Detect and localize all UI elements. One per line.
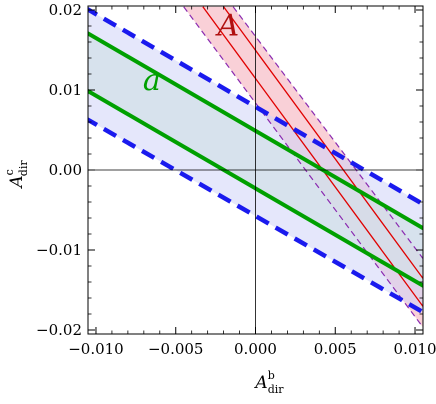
band-A-dashed-line-0 — [183, 6, 423, 329]
x-tick-label: 0.000 — [234, 340, 277, 358]
band-label-a: a — [143, 63, 161, 98]
band-A-dashed-line-1 — [232, 6, 423, 260]
x-tick-label: 0.005 — [314, 340, 357, 358]
y-tick-label: −0.01 — [36, 241, 82, 259]
x-tick-label: −0.010 — [68, 340, 124, 358]
band-A-line-0 — [202, 6, 423, 308]
x-tick-label: −0.005 — [148, 340, 204, 358]
y-tick-label: 0.02 — [49, 1, 82, 19]
y-tick-label: −0.02 — [36, 321, 82, 339]
y-tick-label: 0.01 — [49, 81, 82, 99]
ticks-layer: −0.010 −0.005 0.000 0.005 0.010 −0.02 −0.01 0.0… — [36, 1, 436, 358]
labels-layer: Aa — [143, 9, 239, 98]
band-label-A: A — [215, 9, 240, 44]
y-axis-title: Acdir — [3, 160, 30, 190]
x-tick-label: 0.010 — [394, 340, 436, 358]
y-tick-label: 0.00 — [49, 161, 82, 179]
x-axis-title: Ab dir — [253, 369, 284, 396]
